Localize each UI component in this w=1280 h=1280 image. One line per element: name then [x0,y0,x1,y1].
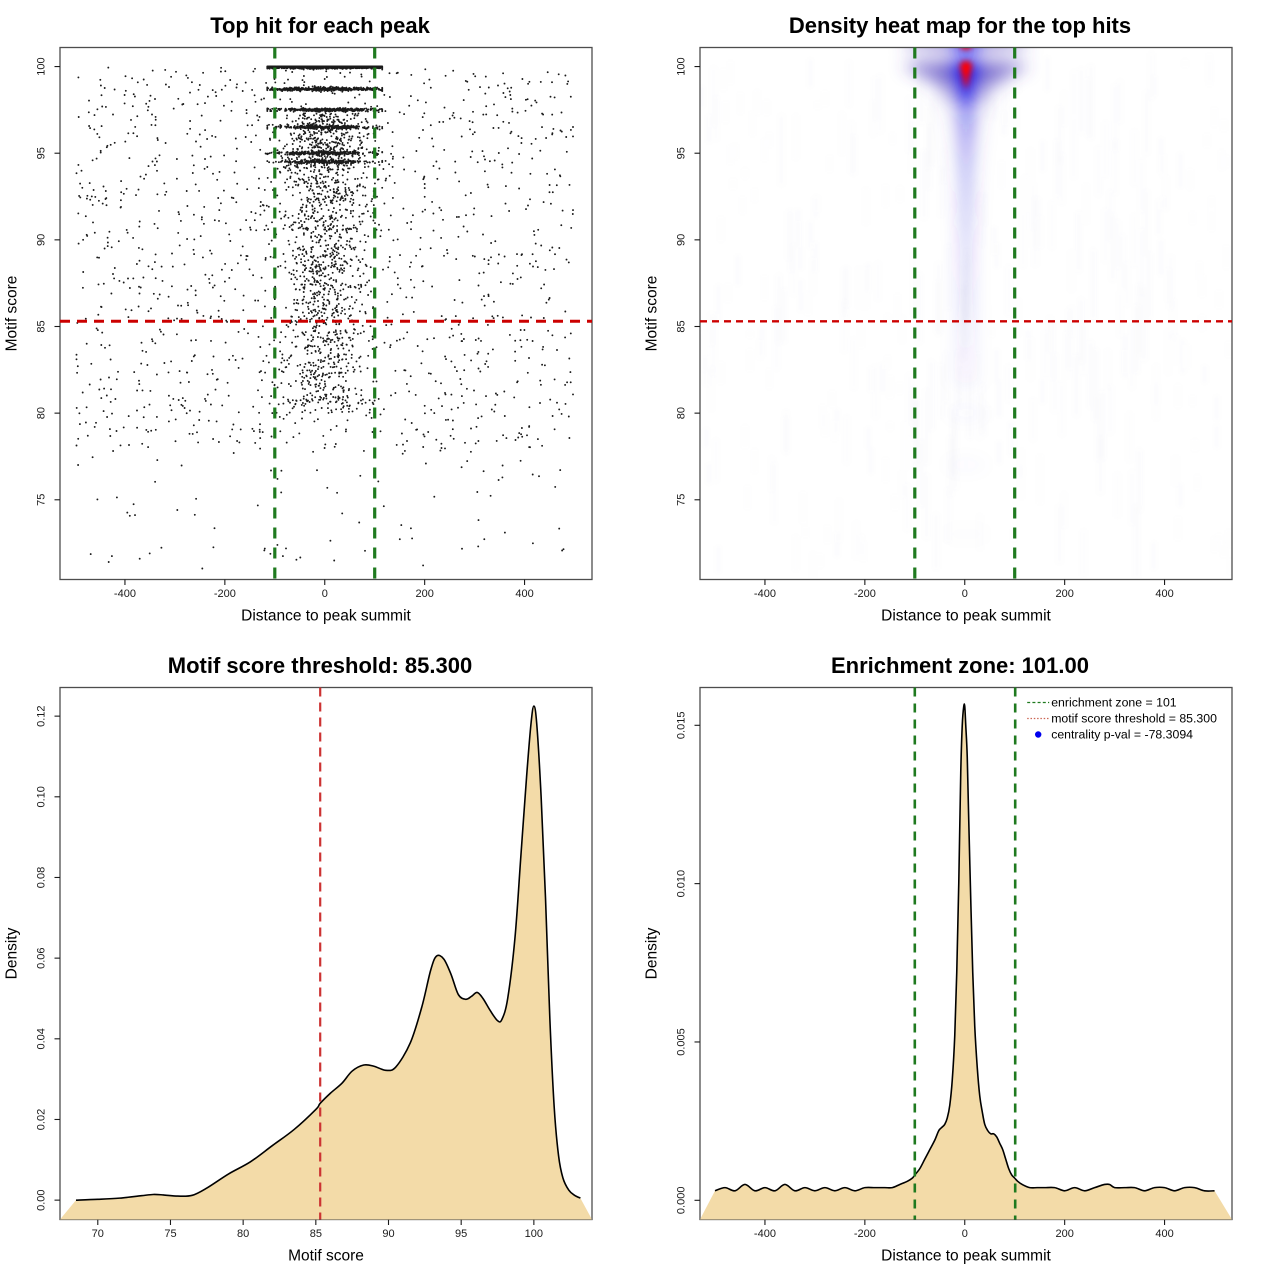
svg-text:75: 75 [676,494,688,506]
svg-text:Density heat map for the top h: Density heat map for the top hits [789,13,1131,38]
svg-text:0.000: 0.000 [676,1187,688,1215]
svg-text:100: 100 [676,57,688,75]
svg-text:Distance to peak summit: Distance to peak summit [241,608,411,625]
svg-text:-200: -200 [854,1228,876,1240]
svg-text:0: 0 [322,588,328,600]
svg-text:0: 0 [962,1228,968,1240]
svg-text:0.010: 0.010 [676,870,688,898]
svg-text:0.08: 0.08 [36,867,48,888]
svg-text:400: 400 [1155,588,1173,600]
svg-text:85: 85 [310,1228,322,1240]
svg-text:-400: -400 [754,1228,776,1240]
svg-text:0.005: 0.005 [676,1028,688,1056]
svg-text:200: 200 [415,588,433,600]
svg-text:95: 95 [455,1228,467,1240]
svg-text:90: 90 [382,1228,394,1240]
svg-text:0.02: 0.02 [36,1109,48,1130]
svg-text:90: 90 [676,234,688,246]
svg-text:Motif score threshold: 85.300: Motif score threshold: 85.300 [168,653,472,678]
svg-text:0.00: 0.00 [36,1189,48,1210]
svg-text:Density: Density [3,927,20,979]
svg-text:0.10: 0.10 [36,786,48,807]
svg-text:200: 200 [1055,588,1073,600]
svg-text:90: 90 [36,234,48,246]
svg-text:75: 75 [164,1228,176,1240]
svg-text:Distance to peak summit: Distance to peak summit [881,608,1051,625]
svg-text:200: 200 [1055,1228,1073,1240]
svg-text:400: 400 [515,588,533,600]
svg-text:motif score threshold = 85.300: motif score threshold = 85.300 [1051,712,1217,726]
svg-text:0.06: 0.06 [36,947,48,968]
svg-text:85: 85 [36,320,48,332]
svg-text:80: 80 [676,407,688,419]
svg-text:Enrichment zone: 101.00: Enrichment zone: 101.00 [831,653,1089,678]
svg-text:enrichment zone = 101: enrichment zone = 101 [1051,696,1177,710]
svg-text:0.015: 0.015 [676,712,688,740]
svg-text:0.12: 0.12 [36,705,48,726]
svg-text:100: 100 [36,57,48,75]
svg-text:85: 85 [676,320,688,332]
svg-text:-200: -200 [854,588,876,600]
svg-text:Motif score: Motif score [3,276,20,352]
svg-text:Distance to peak summit: Distance to peak summit [881,1248,1051,1265]
svg-text:-400: -400 [754,588,776,600]
svg-text:95: 95 [36,147,48,159]
svg-text:centrality p-val = -78.3094: centrality p-val = -78.3094 [1051,728,1193,742]
svg-text:Density: Density [643,927,660,979]
svg-text:Motif score: Motif score [288,1248,364,1265]
svg-text:95: 95 [676,147,688,159]
svg-text:-200: -200 [214,588,236,600]
svg-text:70: 70 [92,1228,104,1240]
svg-text:Motif score: Motif score [643,276,660,352]
svg-text:-400: -400 [114,588,136,600]
svg-text:80: 80 [237,1228,249,1240]
svg-text:100: 100 [525,1228,543,1240]
svg-text:400: 400 [1155,1228,1173,1240]
svg-text:80: 80 [36,407,48,419]
svg-text:0.04: 0.04 [36,1028,48,1049]
svg-text:75: 75 [36,494,48,506]
svg-text:0: 0 [962,588,968,600]
svg-text:Top hit for each peak: Top hit for each peak [210,13,430,38]
